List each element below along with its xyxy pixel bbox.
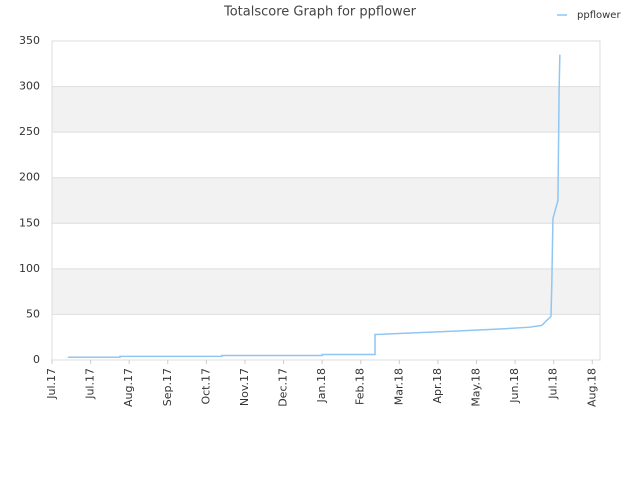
x-tick-label: Jul.17 [45,368,58,400]
line [67,54,561,359]
grid-band [52,177,600,224]
x-tick-label: Sep.17 [161,368,174,406]
y-tick-label: 150 [19,216,40,229]
y-tick-label: 100 [19,262,40,275]
y-tick-label: 250 [19,125,40,138]
x-tick-label: Feb.18 [354,368,367,405]
x-tick-label: Jul.18 [547,368,560,400]
grid-band [52,86,600,133]
x-tick-label: Dec.17 [277,368,290,407]
x-tick-label: Jul.17 [84,368,97,400]
x-tick-label: Apr.18 [431,368,444,404]
y-tick-label: 50 [26,307,40,320]
x-tick-label: Mar.18 [392,368,405,405]
y-tick-label: 350 [19,34,40,47]
x-tick-label: Aug.18 [585,368,598,407]
plot-frame [51,40,601,361]
y-tick-label: 200 [19,171,40,184]
x-tick-label: Nov.17 [238,368,251,406]
chart-title: Totalscore Graph for ppflower [223,5,417,20]
grid-band [52,268,600,315]
y-tick-label: 300 [19,80,40,93]
x-tick-label: Jun.18 [508,368,521,404]
x-tick-label: Jan.18 [315,368,328,403]
x-tick-label: Oct.17 [199,368,212,405]
y-tick-label: 0 [33,353,40,366]
x-tick-label: May.18 [470,368,483,407]
legend-label: ppflower [577,10,621,21]
x-tick-label: Aug.17 [122,368,135,407]
